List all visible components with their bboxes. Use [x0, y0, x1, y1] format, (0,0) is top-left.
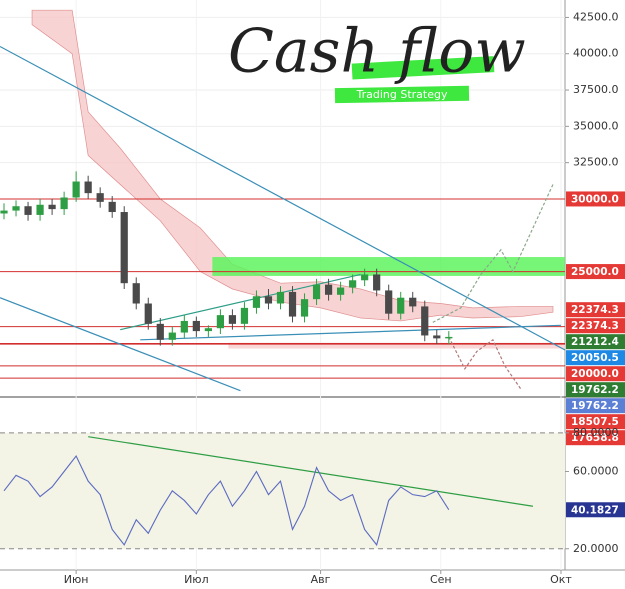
y-tick-label: 60.0000: [573, 464, 619, 477]
price-label: 19762.2: [571, 384, 619, 396]
candle-body: [445, 336, 453, 339]
candle-body: [240, 307, 249, 324]
candle-body: [373, 274, 381, 291]
candle-body: [12, 206, 20, 211]
candle-body: [156, 323, 164, 340]
cloud: [31, 9, 554, 322]
candle-body: [144, 303, 152, 324]
candle-body: [168, 332, 176, 340]
logo-title: Cash flow: [228, 17, 526, 87]
logo-brush: [334, 85, 470, 104]
candle-body: [24, 206, 32, 215]
candle-body: [349, 280, 357, 288]
value-label-box: [566, 502, 625, 518]
candle-body: [48, 204, 56, 210]
candle-body: [228, 315, 237, 324]
candle-body: [108, 201, 116, 213]
candle-body: [192, 320, 200, 332]
trendline: [140, 324, 562, 341]
zone: [228, 342, 566, 349]
candle-body: [421, 306, 429, 336]
price-label: 21212.4: [571, 336, 619, 348]
price-label-box: [566, 414, 625, 430]
x-tick-label: Июн: [64, 573, 89, 586]
zone: [212, 257, 565, 276]
candle-body: [120, 212, 128, 284]
logo-brush: [351, 56, 495, 80]
price-label-box: [566, 318, 625, 334]
candle-body: [132, 283, 140, 304]
y-tick-label: 35000.0: [573, 119, 619, 132]
candle-body: [264, 296, 273, 304]
logo: Cash flow Trading Strategy: [228, 17, 526, 104]
candle-body: [96, 193, 104, 202]
x-tick-label: Июл: [184, 573, 209, 586]
candle-body: [433, 335, 441, 339]
candle-body: [385, 290, 393, 314]
y-tick-label: 32500.0: [573, 156, 619, 169]
projection: [448, 336, 522, 390]
candle-body: [300, 299, 309, 317]
candle-body: [361, 274, 369, 281]
trendline: [0, 297, 241, 392]
price-label: 20050.5: [571, 352, 619, 364]
logo-subtitle: Trading Strategy: [356, 88, 448, 101]
x-tick-label: Сен: [430, 573, 452, 586]
price-label-box: [566, 350, 625, 366]
price-label: 22374.3: [571, 320, 619, 332]
price-label: 25000.0: [571, 266, 619, 278]
x-tick-label: Окт: [550, 573, 572, 586]
rsi-line: [3, 454, 450, 547]
candle-body: [409, 297, 417, 307]
price-label: 30000.0: [571, 193, 619, 205]
candle-body: [336, 287, 345, 295]
candle-body: [0, 210, 8, 214]
price-label: 18507.5: [571, 416, 619, 428]
candle-body: [36, 204, 44, 215]
candle-body: [60, 197, 68, 210]
candle-body: [276, 291, 285, 304]
candle-body: [312, 284, 321, 300]
price-label: 19762.2: [571, 400, 619, 412]
trendline: [0, 45, 566, 351]
price-label-box: [566, 264, 625, 280]
y-tick-label: 40000.0: [573, 47, 619, 60]
y-tick-label: 37500.0: [573, 83, 619, 96]
value-label: 40.1827: [571, 504, 619, 516]
price-label-box: [566, 191, 625, 207]
price-label-box: [566, 302, 625, 318]
candle-body: [72, 181, 80, 198]
price-label: 22374.3: [571, 304, 619, 316]
trendline: [88, 436, 534, 507]
price-label-box: [566, 334, 625, 350]
candle-body: [204, 328, 212, 332]
x-tick-label: Авг: [311, 573, 331, 586]
price-label-box: [566, 382, 625, 398]
candle-body: [288, 291, 297, 317]
y-tick-label: 42500.0: [573, 10, 619, 23]
projection: [432, 184, 554, 323]
y-tick-label: 20.0000: [573, 542, 619, 555]
price-label-box: [566, 398, 625, 414]
candle-body: [84, 181, 92, 194]
candle-body: [252, 296, 261, 308]
price-label-box: [566, 430, 625, 446]
price-label-box: [566, 366, 625, 382]
y-tick-label: 80.0000: [573, 426, 619, 439]
candle-body: [324, 284, 333, 295]
candle-body: [397, 297, 405, 314]
price-label: 17658.8: [571, 432, 619, 444]
price-label: 20000.0: [571, 368, 619, 380]
candle-body: [216, 315, 224, 329]
candle-body: [180, 320, 188, 333]
